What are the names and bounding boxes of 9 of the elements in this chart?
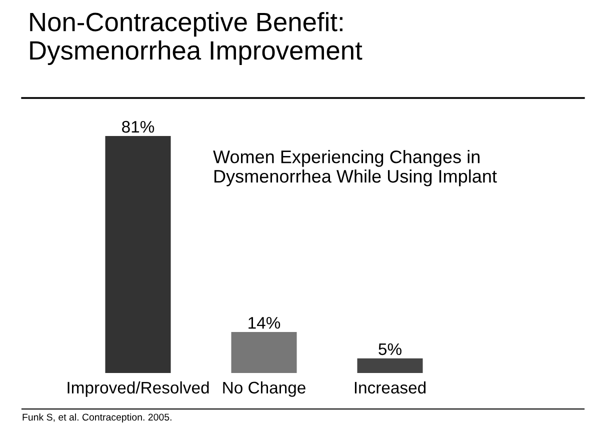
text: Funk S, et al. Contraception. 2005. <box>22 413 172 423</box>
x-tick-label: Increased <box>354 381 426 394</box>
data-label: 14% <box>248 317 280 329</box>
chart-title: Non-Contraceptive Benefit: Dysmenorrhea Improvement <box>30 12 362 66</box>
x-tick-label: No Change <box>223 381 306 397</box>
data-label: 81% <box>122 120 154 133</box>
x-tick-label: Improved/Resolved <box>68 381 209 397</box>
data-label: 5% <box>378 343 402 356</box>
text: Women Experiencing Changes in Dysmenorrhea While Using Implant <box>213 150 497 186</box>
